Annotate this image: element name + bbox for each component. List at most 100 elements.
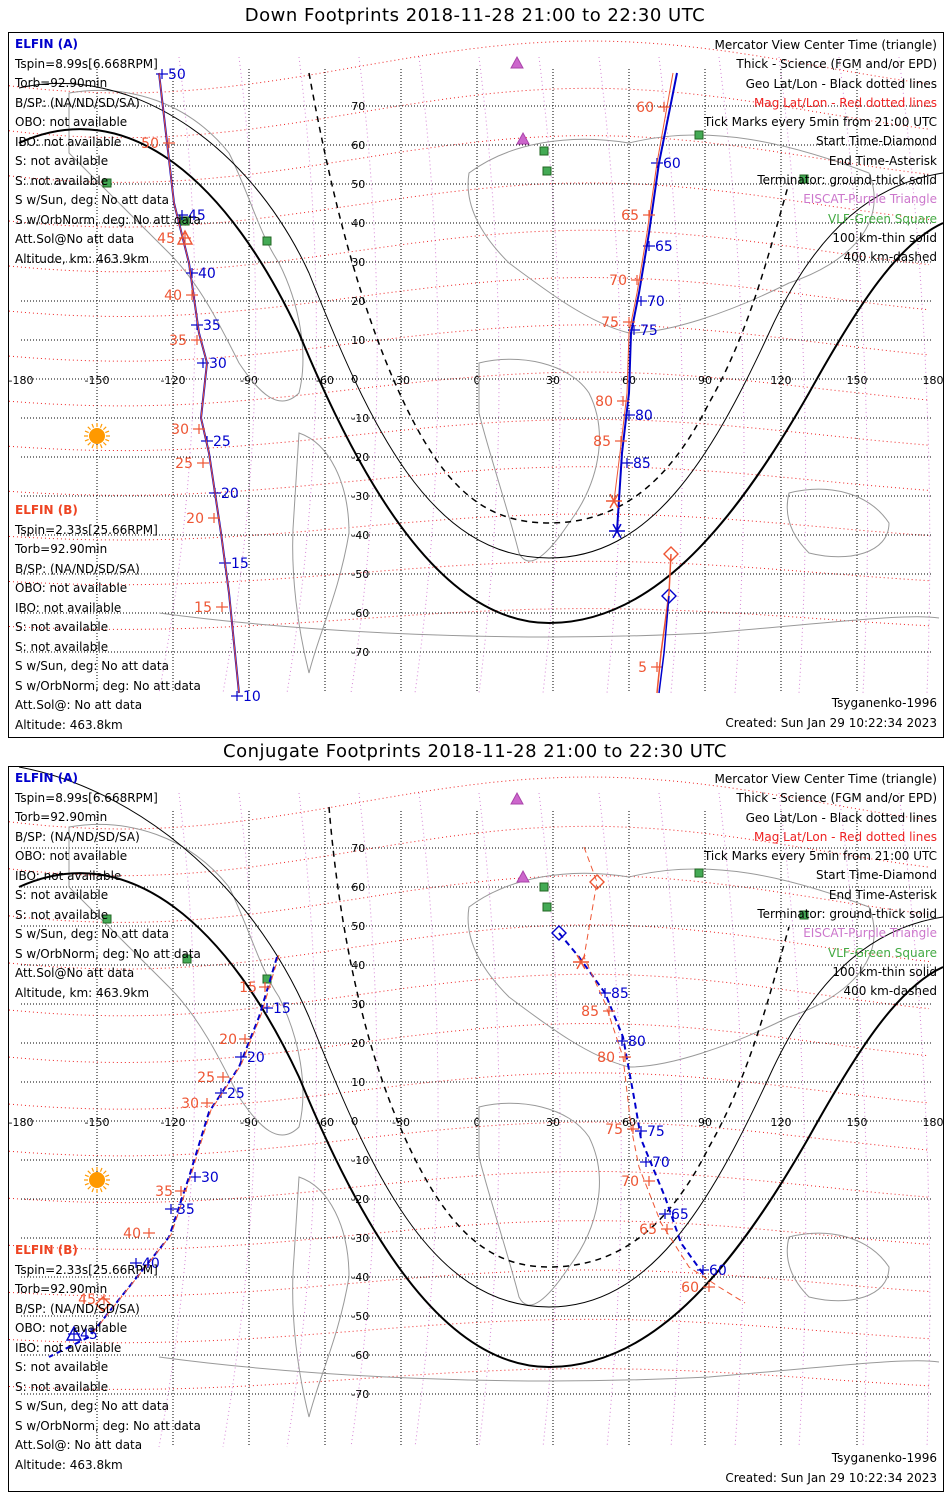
info-line: S w/OrbNorm, deg: No att data	[15, 1418, 201, 1433]
mag-lon-line	[286, 56, 317, 694]
sun-icon	[84, 423, 110, 449]
mag-lat-line	[9, 1269, 930, 1297]
down-footprints-panel: 70 60 50 40 30 20 10 0 -10 -20 -30 -40 -50 -60 -70 -180…	[8, 32, 944, 738]
mag-lon-line	[350, 792, 378, 1448]
tick-label: 75	[647, 1124, 665, 1140]
sun-ray	[87, 1170, 92, 1175]
footer-conj: Tsyganenko-1996 Created: Sun Jan 29 10:2…	[725, 1449, 937, 1488]
elfin-b-lines: Tspin=2.33s[25.66RPM] Torb=92.90min B/SP: …	[15, 521, 201, 736]
vlf-square-icon	[182, 954, 192, 964]
coastline	[786, 1232, 890, 1302]
tick-label: 5	[638, 660, 647, 676]
tick-label: 25	[213, 434, 231, 450]
vlf-square-icon	[542, 166, 552, 176]
lat-tick-label: 60	[351, 139, 365, 152]
vlf-square-icon	[262, 236, 272, 246]
tick-label: 50	[168, 67, 186, 83]
legend-item: VLF-Green Square	[828, 945, 937, 960]
tick-label: 85	[593, 434, 611, 450]
info-line: S: not available	[15, 620, 109, 634]
info-line: OBO: not available	[15, 849, 128, 863]
tick-label: 30	[181, 1096, 199, 1112]
mag-lat-line	[9, 608, 930, 630]
sun-ray	[87, 1185, 92, 1190]
sun-ray	[91, 423, 95, 428]
sun-disc	[89, 1172, 105, 1188]
lon-tick-label: 150	[847, 374, 868, 387]
elfin-b-west-track-line	[158, 72, 240, 694]
tick-label: 85	[633, 456, 651, 472]
legend-item: Tick Marks every 5min from 21:00 UTC	[703, 115, 937, 130]
mag-lat-line	[9, 371, 930, 407]
tick-label: 70	[647, 294, 665, 310]
mag-lon-line	[414, 792, 439, 1448]
info-line: IBO: not available	[15, 600, 122, 615]
tick-label: 30	[209, 356, 227, 372]
tick-label: 50	[141, 136, 159, 152]
sun-ray	[84, 1174, 89, 1178]
legend-item: EISCAT-Purple Triangle	[803, 926, 937, 941]
tick-label: 75	[605, 1122, 623, 1138]
legend-item: End Time-Asterisk	[828, 887, 937, 902]
info-line: IBO: not available	[15, 868, 122, 883]
tick-label: 65	[655, 239, 673, 255]
start-diamond-icon	[95, 1296, 111, 1312]
mag-lon-line	[718, 792, 745, 1448]
mag-lon-line	[478, 56, 500, 694]
info-line: S: not available	[15, 907, 109, 922]
tick-label: 35	[155, 1184, 173, 1200]
tick-label: 10	[243, 689, 261, 705]
info-line: B/SP: (NA/ND/SD/SA)	[15, 561, 140, 576]
elfin-b-east-track: 85 80 75 70 65 60	[573, 846, 746, 1304]
tick-label: 30	[171, 422, 189, 438]
info-line: OBO: not available	[15, 115, 128, 129]
mag-lon-line	[898, 792, 931, 1448]
lon-tick-label: 60	[622, 1116, 636, 1129]
lat-tick-label: -60	[351, 607, 369, 620]
lon-tick-label: -180	[9, 1116, 33, 1129]
lon-tick-label: -180	[9, 374, 33, 387]
lon-tick-label: 180	[923, 1116, 944, 1129]
lat-tick-label: -10	[351, 1154, 369, 1167]
lat-tick-label: -60	[351, 1349, 369, 1362]
elfin-a-east-track: 60 65 70 75 80 85	[609, 72, 681, 604]
eiscat-triangle-icon	[510, 791, 524, 805]
sun-ray	[91, 1167, 95, 1172]
mag-lon-line	[598, 56, 622, 694]
info-line: Tspin=2.33s[25.66RPM]	[15, 522, 158, 537]
created-label: Created: Sun Jan 29 10:22:34 2023	[725, 715, 937, 730]
elfin-a-east-south-track-line	[658, 595, 670, 694]
info-line: S w/Sun, deg: No att data	[15, 927, 169, 941]
info-line: Att.Sol@No att data	[15, 232, 135, 246]
model-label: Tsyganenko-1996	[831, 1451, 937, 1465]
info-line: Torb=92.90min	[15, 542, 108, 556]
lat-tick-label: 20	[351, 1037, 365, 1050]
terminator-100km	[18, 767, 943, 1308]
elfin-a-info-down: ELFIN (A) Tspin=8.99s[6.668RPM] Torb=92.9…	[15, 35, 201, 269]
lat-tick-label: -30	[351, 490, 369, 503]
lon-tick-label: 120	[771, 374, 792, 387]
elfin-b-header: ELFIN (B)	[15, 1243, 78, 1257]
legend-item: 400 km-dashed	[843, 984, 937, 999]
coastline	[158, 612, 940, 638]
sun-ray	[99, 444, 103, 449]
tick-label: 15	[239, 980, 257, 996]
mag-lon-line	[898, 56, 931, 694]
lon-tick-label: -120	[161, 1116, 186, 1129]
created-label: Created: Sun Jan 29 10:22:34 2023	[725, 1470, 937, 1485]
legend-item: 400 km-dashed	[843, 250, 937, 265]
info-line: S w/Sun, deg: No att data	[15, 1399, 169, 1413]
legend-item: Mag Lat/Lon - Red dotted lines	[753, 95, 937, 110]
mag-lon-line	[286, 792, 317, 1448]
elfin-b-west-track: 50 45 40 35 30 25 20 15	[141, 72, 240, 694]
tick-label: 20	[186, 511, 204, 527]
tick-label: 75	[601, 315, 619, 331]
mag-lon-line	[658, 56, 684, 694]
info-line: S: not available	[15, 888, 109, 902]
info-line: S: not available	[15, 154, 109, 168]
sun-ray	[84, 1182, 89, 1186]
mag-lat-line	[9, 1072, 930, 1110]
sun-ray	[102, 426, 107, 431]
legend-down: Mercator View Center Time (triangle) Thic…	[704, 36, 937, 268]
elfin-b-lines: Tspin=2.33s[25.66RPM] Torb=92.90min B/SP: …	[15, 1261, 201, 1476]
